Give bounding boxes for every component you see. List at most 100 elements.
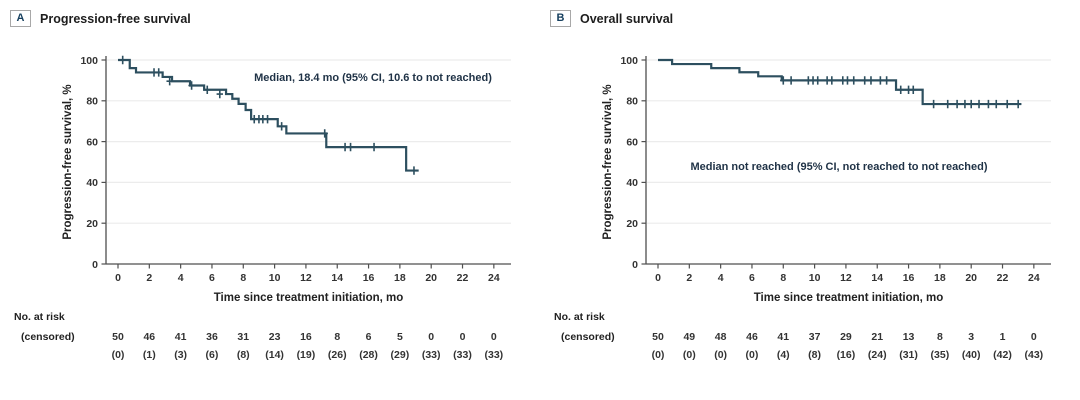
gridlines (107, 59, 511, 224)
panel-b-letter-badge: B (550, 10, 571, 27)
censored-value: (29) (391, 349, 410, 361)
panel-b-title: Overall survival (580, 11, 674, 26)
x-axis-label: Time since treatment initiation, mo (214, 292, 404, 304)
y-tick-label: 60 (626, 136, 638, 148)
x-tick-label: 2 (146, 272, 152, 284)
x-axis-label: Time since treatment initiation, mo (754, 292, 944, 304)
no-at-risk-value: 31 (237, 331, 249, 343)
median-annotation: Median not reached (95% CI, not reached … (690, 161, 987, 173)
y-tick-label: 20 (626, 218, 638, 230)
censor-marks (780, 76, 1022, 109)
censored-value: (31) (899, 349, 918, 361)
censored-value: (26) (328, 349, 347, 361)
no-at-risk-value: 3 (968, 331, 974, 343)
x-tick-label: 8 (240, 272, 246, 284)
x-tick-label: 0 (115, 272, 121, 284)
no-at-risk-value: 37 (809, 331, 821, 343)
y-tick-label: 0 (92, 259, 98, 271)
no-at-risk-value: 0 (491, 331, 497, 343)
x-tick-label: 24 (1028, 272, 1040, 284)
y-tick-label: 60 (86, 136, 98, 148)
x-tick-label: 12 (840, 272, 852, 284)
risk-table-row1-label: No. at risk (14, 311, 65, 323)
no-at-risk-value: 46 (143, 331, 155, 343)
censored-value: (33) (422, 349, 441, 361)
censored-value: (3) (174, 349, 187, 361)
censored-value: (19) (297, 349, 316, 361)
censored-value: (40) (962, 349, 981, 361)
x-tick-label: 18 (394, 272, 406, 284)
x-tick-label: 8 (780, 272, 786, 284)
risk-table: No. at risk (censored) 50 (0) 49 (0) 48 (0) 46 (0… (554, 311, 1043, 361)
no-at-risk-value: 5 (397, 331, 403, 343)
no-at-risk-value: 16 (300, 331, 312, 343)
censored-value: (33) (484, 349, 503, 361)
x-tick-label: 6 (209, 272, 215, 284)
y-axis-label: Progression-free survival, % (602, 84, 614, 239)
censor-marks (119, 55, 418, 175)
no-at-risk-value: 8 (937, 331, 943, 343)
km-curve (658, 58, 1022, 106)
censored-value: (8) (237, 349, 250, 361)
no-at-risk-value: 49 (683, 331, 695, 343)
no-at-risk-value: 36 (206, 331, 218, 343)
x-tick-label: 22 (457, 272, 469, 284)
no-at-risk-value: 0 (1031, 331, 1037, 343)
y-tick-label: 0 (632, 259, 638, 271)
no-at-risk-value: 23 (269, 331, 281, 343)
no-at-risk-value: 29 (840, 331, 852, 343)
censored-value: (14) (265, 349, 284, 361)
censored-value: (0) (683, 349, 696, 361)
x-tick-label: 24 (488, 272, 500, 284)
x-tick-label: 0 (655, 272, 661, 284)
x-tick-label: 4 (178, 272, 184, 284)
x-tick-label: 22 (997, 272, 1009, 284)
censored-value: (35) (931, 349, 950, 361)
risk-table-row2-label: (censored) (21, 331, 75, 343)
x-tick-label: 10 (269, 272, 281, 284)
panel-overall-survival: B Overall survival 0 20 40 60 80 1 0 0 Progressi… (540, 0, 1080, 400)
x-tick-label: 16 (903, 272, 915, 284)
panel-b-header: B Overall survival (550, 10, 673, 27)
no-at-risk-value: 41 (175, 331, 187, 343)
censored-value: (0) (112, 349, 125, 361)
x-tick-label: 12 (300, 272, 312, 284)
no-at-risk-value: 1 (1000, 331, 1006, 343)
censored-value: (0) (652, 349, 665, 361)
panel-a-header: A Progression-free survival (10, 10, 191, 27)
y-tick-label: 40 (626, 177, 638, 189)
censored-value: (1) (143, 349, 156, 361)
x-tick-label: 18 (934, 272, 946, 284)
risk-table: No. at risk(censored) 50(0)46(1)41(3)36(6… (14, 311, 503, 361)
no-at-risk-value: 0 (460, 331, 466, 343)
y-tick-label: 20 (86, 218, 98, 230)
censored-value: (28) (359, 349, 378, 361)
no-at-risk-value: 50 (652, 331, 664, 343)
no-at-risk-value: 6 (366, 331, 372, 343)
no-at-risk-value: 13 (903, 331, 915, 343)
x-tick-label: 20 (965, 272, 977, 284)
x-tick-label: 14 (331, 272, 343, 284)
y-tick-label: 80 (626, 96, 638, 108)
panel-progression-free-survival: A Progression-free survival 0 20 40 60 80 100… (10, 10, 511, 361)
no-at-risk-value: 0 (428, 331, 434, 343)
panel-a-letter-badge: A (10, 10, 31, 27)
gridlines (647, 59, 1051, 224)
median-annotation: Median, 18.4 mo (95% CI, 10.6 to not rea… (254, 72, 492, 84)
censored-value: (16) (837, 349, 856, 361)
y-axis: 0 20 40 60 80 100 Progression-free survival, % (602, 55, 647, 271)
no-at-risk-value: 48 (715, 331, 727, 343)
risk-table-row1-label: No. at risk (554, 311, 605, 323)
x-tick-label: 20 (425, 272, 437, 284)
no-at-risk-value: 21 (871, 331, 883, 343)
y-tick-label: 40 (86, 177, 98, 189)
km-plot-overall-survival: 0 20 40 60 80 1 0 0 Progression-free survival, %… (554, 55, 1051, 361)
x-tick-label: 14 (871, 272, 883, 284)
no-at-risk-value: 46 (746, 331, 758, 343)
censored-value: (33) (453, 349, 472, 361)
censored-value: (8) (808, 349, 821, 361)
